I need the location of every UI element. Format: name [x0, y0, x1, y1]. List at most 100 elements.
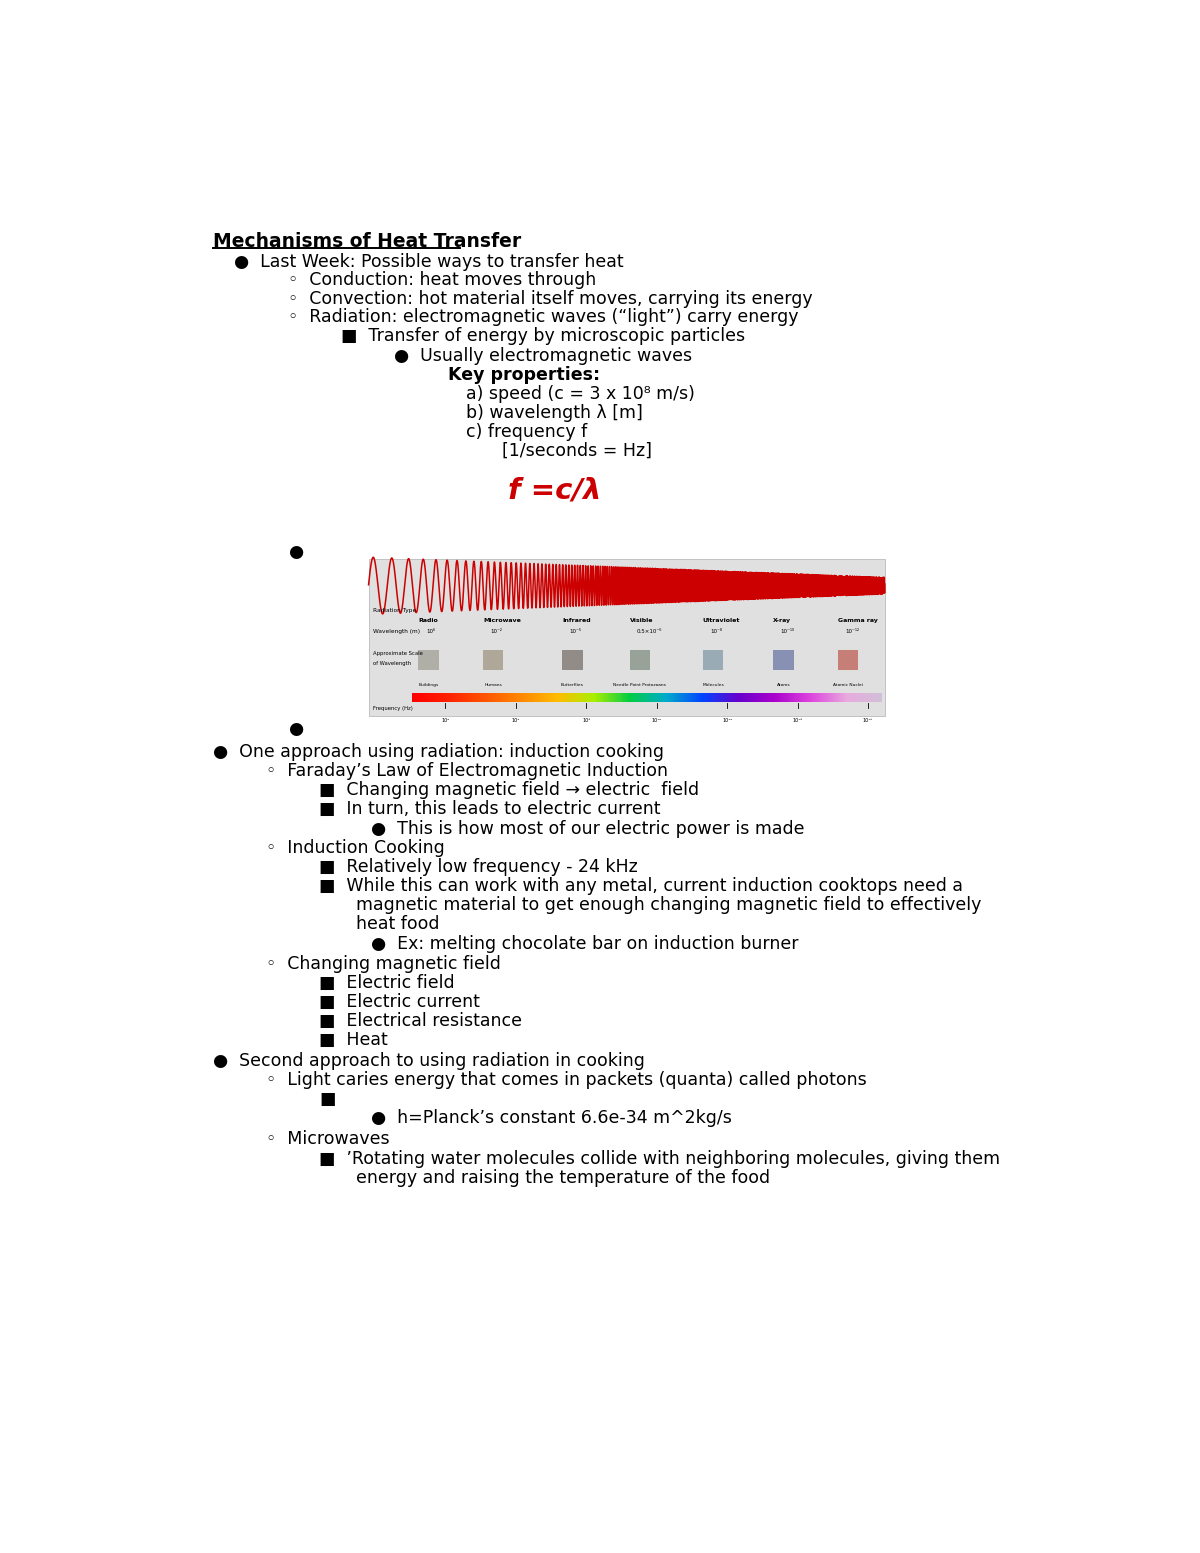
Bar [544, 693, 545, 702]
Bar [618, 693, 619, 702]
Bar [805, 693, 806, 702]
Bar [625, 693, 626, 702]
Text: 10¹⁶: 10¹⁶ [792, 717, 803, 722]
Bar [710, 693, 712, 702]
Text: f =c/λ: f =c/λ [508, 477, 601, 505]
Bar [812, 693, 814, 702]
Bar [624, 693, 625, 702]
Text: Wavelength (m): Wavelength (m) [373, 629, 420, 634]
Bar [692, 693, 695, 702]
Bar [626, 693, 628, 702]
Bar [428, 693, 430, 702]
Text: 10¹⁸: 10¹⁸ [863, 717, 874, 722]
Bar [670, 693, 671, 702]
Bar [636, 693, 638, 702]
Bar [605, 693, 606, 702]
Text: Approximate Scale: Approximate Scale [373, 651, 424, 657]
Bar [748, 693, 749, 702]
Bar [571, 693, 572, 702]
Text: c) frequency f: c) frequency f [467, 422, 588, 441]
Bar [601, 693, 604, 702]
Text: Visible: Visible [630, 618, 653, 623]
Bar [593, 693, 594, 702]
Bar [697, 693, 698, 702]
Bar [548, 693, 550, 702]
Text: Humans: Humans [485, 683, 502, 686]
Bar [586, 693, 587, 702]
Bar [443, 693, 444, 702]
Bar [643, 693, 646, 702]
Bar [770, 693, 773, 702]
Bar [684, 693, 685, 702]
Text: Buildings: Buildings [419, 683, 439, 686]
Bar [869, 693, 870, 702]
Bar [832, 693, 833, 702]
Bar [466, 693, 467, 702]
Bar [718, 693, 719, 702]
Text: 10⁻⁸: 10⁻⁸ [710, 629, 722, 634]
Bar [647, 693, 648, 702]
Text: ■  Electrical resistance: ■ Electrical resistance [319, 1013, 522, 1030]
Bar [877, 693, 880, 702]
Bar [487, 693, 490, 702]
Bar [535, 693, 536, 702]
Bar [509, 693, 511, 702]
Bar [739, 693, 740, 702]
Bar [797, 693, 798, 702]
Bar [799, 693, 802, 702]
Text: ■  Electric current: ■ Electric current [319, 992, 480, 1011]
Bar [540, 693, 541, 702]
Bar [672, 693, 674, 702]
Bar [791, 693, 792, 702]
Bar [682, 693, 683, 702]
Bar [464, 693, 466, 702]
Bar [542, 693, 544, 702]
Bar [640, 693, 641, 702]
Bar [533, 693, 534, 702]
Bar [452, 693, 455, 702]
Bar [649, 693, 650, 702]
Bar [785, 693, 787, 702]
Bar [536, 693, 538, 702]
Bar [816, 693, 817, 702]
Bar [470, 693, 472, 702]
Text: 10¹⁴: 10¹⁴ [722, 717, 732, 722]
Text: Butterflies: Butterflies [560, 683, 583, 686]
Bar [480, 693, 481, 702]
Bar [814, 693, 816, 702]
Bar [523, 693, 526, 702]
Text: Microwave: Microwave [482, 618, 521, 623]
Bar [478, 693, 479, 702]
Bar [780, 693, 781, 702]
Bar [746, 693, 748, 702]
Bar [563, 693, 564, 702]
Bar [553, 693, 554, 702]
Text: a) speed (c = 3 x 10⁸ m/s): a) speed (c = 3 x 10⁸ m/s) [467, 385, 695, 402]
Bar [427, 693, 428, 702]
Bar [422, 693, 424, 702]
Bar [576, 693, 577, 702]
Bar [502, 693, 504, 702]
Text: energy and raising the temperature of the food: energy and raising the temperature of th… [356, 1169, 770, 1186]
Bar [646, 693, 647, 702]
Bar [848, 693, 851, 702]
Text: ●: ● [288, 544, 302, 561]
Bar [450, 693, 451, 702]
Bar [773, 649, 793, 669]
Bar [734, 693, 736, 702]
Bar [875, 693, 876, 702]
Bar [508, 693, 509, 702]
Bar [853, 693, 854, 702]
Bar [419, 693, 420, 702]
Bar [589, 693, 590, 702]
Bar [810, 693, 811, 702]
Bar [763, 693, 766, 702]
Bar [674, 693, 676, 702]
Bar [881, 693, 882, 702]
Text: ■  Relatively low frequency - 24 kHz: ■ Relatively low frequency - 24 kHz [319, 857, 638, 876]
Bar [596, 693, 598, 702]
Bar [622, 693, 624, 702]
Bar [677, 693, 678, 702]
Text: heat food: heat food [356, 915, 440, 933]
Bar [830, 693, 832, 702]
